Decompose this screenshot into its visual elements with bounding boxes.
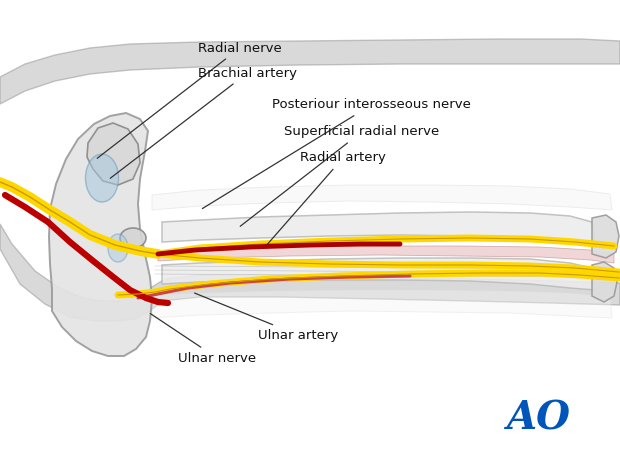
Text: Posteriour interosseous nerve: Posteriour interosseous nerve <box>202 99 471 208</box>
Polygon shape <box>592 262 617 302</box>
Ellipse shape <box>108 234 128 262</box>
Polygon shape <box>592 215 619 258</box>
Text: Radial nerve: Radial nerve <box>97 41 281 158</box>
Text: AO: AO <box>506 399 570 437</box>
Polygon shape <box>0 39 620 104</box>
Polygon shape <box>162 258 595 290</box>
Polygon shape <box>158 246 614 263</box>
Text: Brachial artery: Brachial artery <box>110 67 297 178</box>
Ellipse shape <box>120 228 146 248</box>
Polygon shape <box>162 212 595 244</box>
Polygon shape <box>87 123 140 185</box>
Ellipse shape <box>86 154 118 202</box>
Text: Radial artery: Radial artery <box>267 151 386 245</box>
Text: Superficial radial nerve: Superficial radial nerve <box>240 125 439 226</box>
Polygon shape <box>0 224 620 321</box>
Polygon shape <box>152 185 612 210</box>
Polygon shape <box>152 290 612 318</box>
Text: Ulnar artery: Ulnar artery <box>195 293 339 341</box>
Text: Ulnar nerve: Ulnar nerve <box>150 313 256 364</box>
Polygon shape <box>49 113 152 356</box>
